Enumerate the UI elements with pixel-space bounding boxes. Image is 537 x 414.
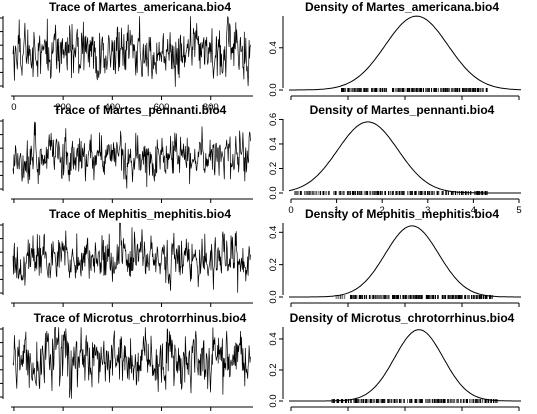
y-tick-label: 0.0 — [268, 394, 279, 407]
x-tick-label: 4 — [471, 205, 476, 216]
panel-title-density-martes-americana: Density of Martes_americana.bio4 — [305, 0, 499, 14]
panel-1: 0.0 0.4 — [268, 15, 521, 100]
y-tick-label: 0.4 — [268, 41, 279, 54]
panel-title-trace-mephitis-mephitis: Trace of Mephitis_mephitis.bio4 — [49, 207, 231, 221]
x-tick-label: 1 — [334, 205, 339, 216]
x-tick-label: 800 — [203, 102, 219, 113]
x-tick-label: 200 — [55, 102, 71, 113]
panel-7: 0.0 0.2 0.4 — [268, 327, 521, 411]
rug-marks — [341, 88, 488, 92]
y-tick-label: 0.4 — [268, 226, 279, 239]
trace-line — [12, 16, 251, 87]
y-tick-label: 0.0 — [268, 290, 279, 303]
y-tick-label: 0.2 — [268, 258, 279, 271]
y-tick-label: 0.4 — [268, 137, 279, 150]
panel-4 — [0, 222, 253, 307]
trace-line — [12, 222, 251, 293]
x-tick-label: 600 — [154, 102, 170, 113]
density-curve — [289, 15, 521, 91]
panel-title-trace-microtus-chrotorrhinus: Trace of Microtus_chrotorrhinus.bio4 — [34, 311, 247, 325]
panel-title-density-microtus-chrotorrhinus: Density of Microtus_chrotorrhinus.bio4 — [290, 311, 515, 325]
y-tick-label: 0.2 — [268, 363, 279, 376]
density-curve — [288, 121, 521, 194]
panel-5: 0.0 0.2 0.4 — [268, 223, 521, 307]
x-tick-label: 400 — [104, 102, 120, 113]
panel-3: 0.0 0.2 0.4 0.6 0 1 2 3 4 5 — [268, 113, 522, 216]
x-tick-label: 0 — [11, 102, 16, 113]
density-curve — [289, 329, 521, 402]
density-curve — [289, 225, 521, 298]
x-tick-label: 0 — [288, 205, 293, 216]
panel-0: 0 200 400 600 800 — [0, 16, 253, 113]
x-tick-label: 3 — [425, 205, 430, 216]
x-tick-label: 5 — [516, 205, 521, 216]
y-tick-label: 0.0 — [268, 186, 279, 199]
x-tick-label: 2 — [380, 205, 385, 216]
y-tick-label: 0.6 — [268, 113, 279, 126]
panel-title-trace-martes-pennanti: Trace of Martes_pennanti.bio4 — [54, 103, 227, 117]
panel-title-density-martes-pennanti: Density of Martes_pennanti.bio4 — [310, 103, 495, 117]
trace-line — [12, 121, 251, 189]
panel-title-trace-martes-americana: Trace of Martes_americana.bio4 — [49, 0, 231, 14]
y-tick-label: 0.2 — [268, 162, 279, 175]
rug-marks — [331, 399, 498, 403]
rug-marks — [335, 295, 493, 299]
y-tick-label: 0.0 — [268, 83, 279, 96]
trace-line — [12, 326, 251, 399]
y-tick-label: 0.4 — [268, 332, 279, 345]
panel-title-density-mephitis-mephitis: Density of Mephitis_mephitis.bio4 — [305, 207, 499, 221]
rug-marks — [294, 191, 488, 195]
panel-2 — [0, 119, 253, 203]
